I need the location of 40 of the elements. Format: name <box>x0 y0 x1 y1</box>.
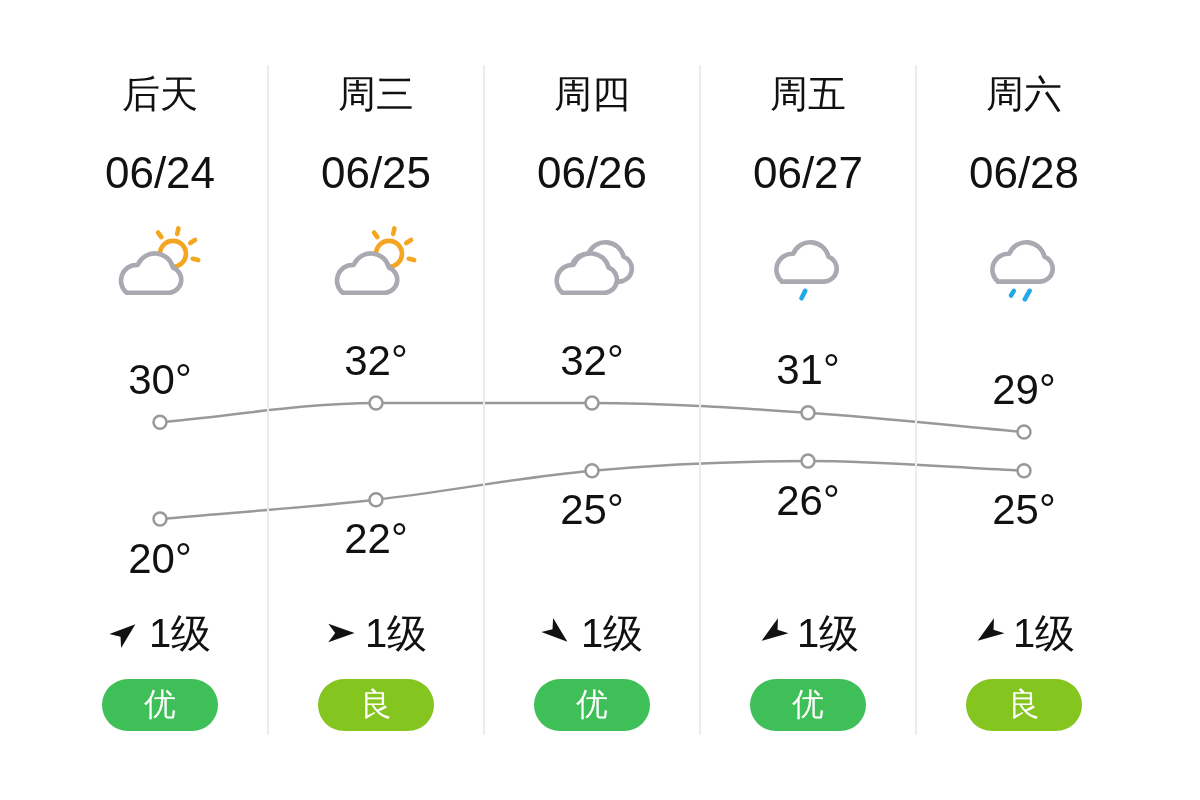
point <box>800 453 816 469</box>
data-label: 32° <box>560 336 624 384</box>
point <box>584 395 600 411</box>
text: 1级 <box>364 611 428 655</box>
text: 优 <box>792 686 824 723</box>
data-label: 31° <box>776 346 840 394</box>
x-tick-label: 后天 <box>122 73 198 116</box>
x-tick-label: 周六 <box>986 73 1062 116</box>
data-label: 22° <box>344 515 408 563</box>
data-label: 29° <box>992 365 1056 413</box>
data-label: 20° <box>128 534 192 582</box>
point <box>152 414 168 431</box>
text: 1级 <box>148 611 212 655</box>
text: 06/26 <box>536 147 648 197</box>
point <box>368 491 384 508</box>
text: 1级 <box>1012 611 1076 655</box>
point <box>1016 462 1032 479</box>
data-label: 25° <box>560 486 624 534</box>
text: 1级 <box>796 611 860 655</box>
point <box>1016 424 1032 440</box>
data-label: 26° <box>776 476 840 524</box>
text: 优 <box>144 686 176 723</box>
point <box>584 462 600 479</box>
x-tick-label: 周五 <box>770 73 846 116</box>
data-label: 32° <box>344 336 408 384</box>
text: 06/27 <box>752 147 864 197</box>
x-tick-label: 周三 <box>338 73 414 116</box>
text: 良 <box>1008 686 1040 723</box>
point <box>800 404 816 421</box>
point <box>152 511 168 527</box>
text: 1级 <box>580 611 644 655</box>
data-label: 30° <box>128 355 192 403</box>
text: 06/24 <box>104 147 216 197</box>
text: 优 <box>576 686 608 723</box>
text: 良 <box>360 686 392 723</box>
data-label: 25° <box>992 486 1056 534</box>
point <box>368 395 384 411</box>
text: 06/28 <box>968 147 1080 197</box>
text: 06/25 <box>320 147 432 197</box>
x-tick-label: 周四 <box>554 73 630 116</box>
